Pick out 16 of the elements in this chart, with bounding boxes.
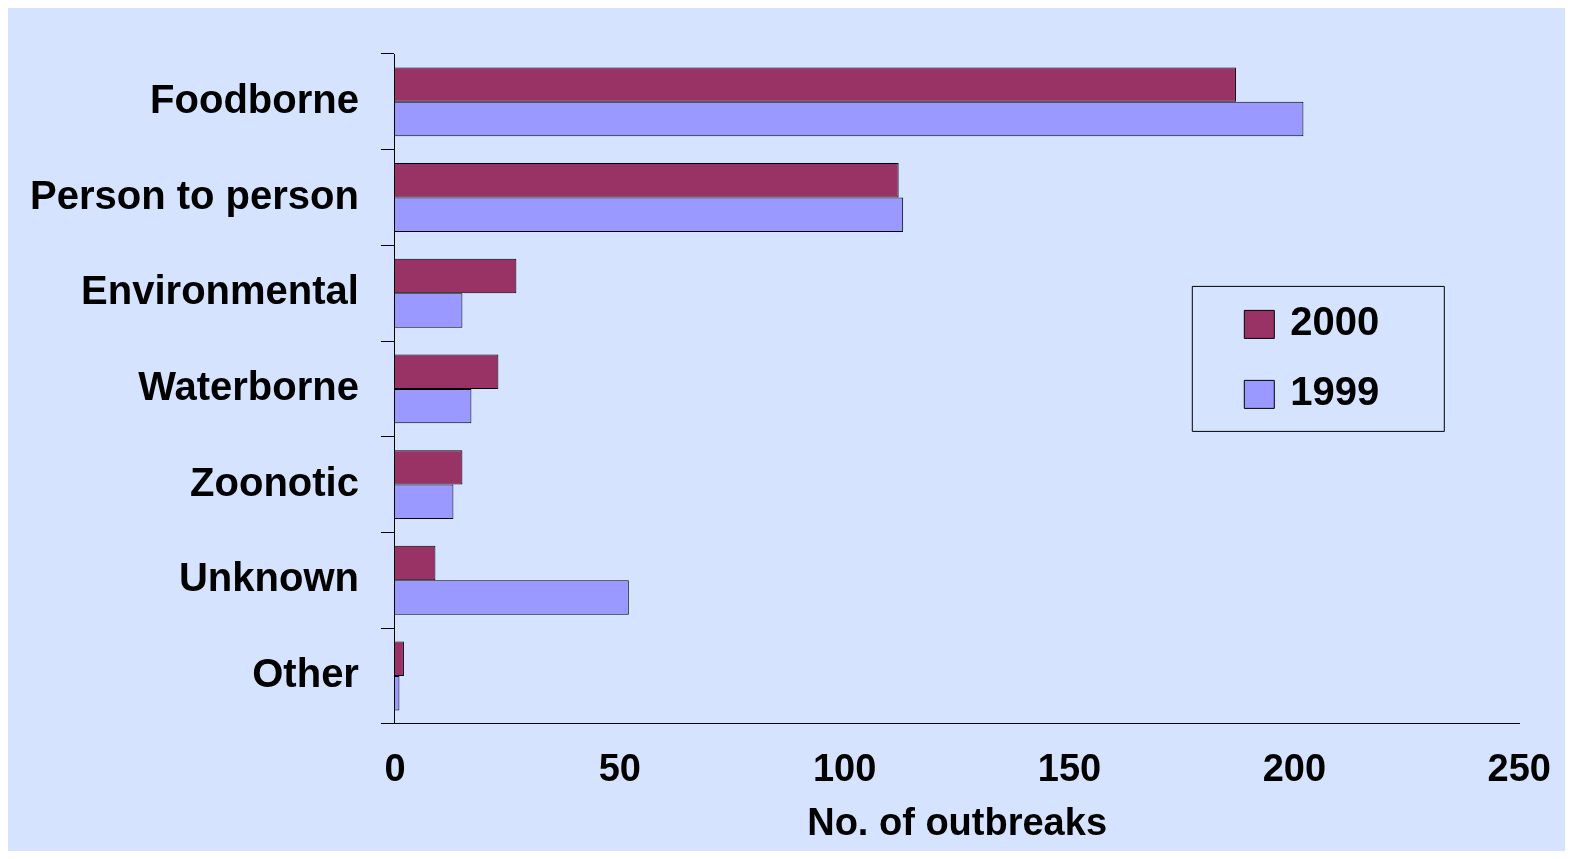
y-tick-label: Environmental — [81, 268, 359, 313]
legend-label: 1999 — [1290, 369, 1380, 414]
y-tick-label: Waterborne — [138, 363, 359, 408]
x-tick-label: 50 — [598, 747, 641, 790]
x-tick-label: 0 — [384, 747, 406, 790]
y-tick-label: Unknown — [178, 555, 359, 600]
x-tick-label: 250 — [1487, 747, 1551, 790]
x-axis-title: No. of outbreaks — [807, 800, 1108, 843]
x-tick-label: 150 — [1037, 747, 1102, 790]
y-tick-label: Zoonotic — [190, 459, 359, 504]
x-tick-label: 200 — [1262, 747, 1327, 790]
y-tick-label: Foodborne — [150, 76, 359, 121]
x-tick-label: 100 — [812, 747, 877, 790]
legend-label: 2000 — [1290, 299, 1380, 344]
y-tick-label: Other — [252, 650, 359, 695]
y-tick-label: Person to person — [29, 172, 359, 217]
